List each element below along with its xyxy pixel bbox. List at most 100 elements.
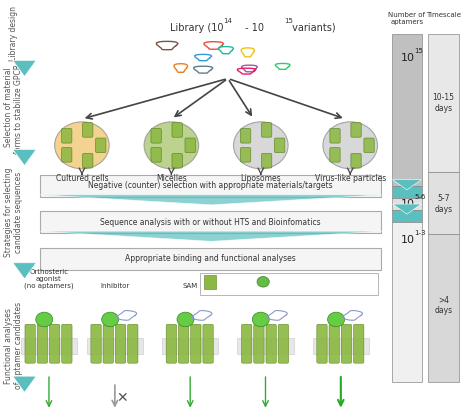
FancyBboxPatch shape — [151, 148, 161, 162]
Bar — [312, 338, 369, 354]
FancyBboxPatch shape — [330, 129, 340, 143]
FancyBboxPatch shape — [203, 324, 213, 363]
FancyBboxPatch shape — [166, 324, 176, 363]
Circle shape — [257, 277, 269, 287]
Circle shape — [55, 122, 109, 169]
FancyBboxPatch shape — [240, 129, 251, 143]
Polygon shape — [392, 204, 421, 214]
Text: 10: 10 — [401, 235, 415, 245]
Text: Selection of material
forms to stabilize GPCRs: Selection of material forms to stabilize… — [4, 60, 23, 154]
Bar — [162, 338, 219, 354]
FancyBboxPatch shape — [172, 154, 182, 168]
Circle shape — [36, 312, 53, 327]
Bar — [428, 172, 459, 234]
Text: 5-7
days: 5-7 days — [435, 194, 453, 214]
Polygon shape — [13, 60, 36, 77]
FancyBboxPatch shape — [172, 123, 182, 137]
Text: 10-15
days: 10-15 days — [433, 93, 455, 112]
FancyBboxPatch shape — [62, 129, 72, 143]
Circle shape — [323, 122, 377, 169]
FancyBboxPatch shape — [39, 211, 381, 233]
Text: Ligands: Ligands — [273, 279, 297, 284]
Text: Micelles: Micelles — [156, 173, 187, 183]
Text: SAM: SAM — [182, 283, 198, 289]
Text: Strategies for selecting
candidate sequences: Strategies for selecting candidate seque… — [4, 167, 23, 257]
FancyBboxPatch shape — [262, 123, 272, 137]
Text: 15: 15 — [284, 17, 293, 24]
Text: ≈✦ Aptamers: ≈✦ Aptamers — [312, 279, 356, 285]
FancyBboxPatch shape — [96, 138, 106, 153]
Bar — [392, 186, 422, 198]
Bar — [428, 234, 459, 382]
FancyBboxPatch shape — [62, 324, 72, 363]
Text: Negative (counter) selection with appropriate materials/targets: Negative (counter) selection with approp… — [88, 181, 332, 190]
FancyBboxPatch shape — [341, 324, 352, 363]
FancyBboxPatch shape — [91, 324, 101, 363]
FancyBboxPatch shape — [241, 324, 252, 363]
Polygon shape — [13, 376, 36, 392]
Text: Inhibitor: Inhibitor — [100, 283, 129, 289]
Text: variants): variants) — [289, 23, 336, 33]
Text: Library design: Library design — [9, 7, 18, 62]
FancyBboxPatch shape — [274, 138, 285, 153]
Bar — [392, 198, 422, 210]
Text: 5-6: 5-6 — [414, 194, 425, 200]
FancyBboxPatch shape — [191, 324, 201, 363]
FancyBboxPatch shape — [178, 324, 189, 363]
FancyBboxPatch shape — [354, 324, 364, 363]
FancyBboxPatch shape — [254, 324, 264, 363]
Polygon shape — [39, 231, 383, 241]
Text: Liposomes: Liposomes — [240, 173, 281, 183]
Polygon shape — [13, 149, 36, 166]
FancyBboxPatch shape — [317, 324, 327, 363]
FancyBboxPatch shape — [39, 175, 381, 197]
FancyBboxPatch shape — [25, 324, 36, 363]
FancyBboxPatch shape — [364, 138, 374, 153]
Polygon shape — [13, 263, 36, 279]
Polygon shape — [39, 195, 383, 205]
Text: Timescale: Timescale — [426, 12, 461, 18]
Circle shape — [177, 312, 194, 327]
FancyBboxPatch shape — [200, 273, 378, 295]
FancyBboxPatch shape — [329, 324, 339, 363]
Text: 15: 15 — [414, 48, 423, 54]
FancyBboxPatch shape — [82, 154, 93, 168]
FancyBboxPatch shape — [62, 148, 72, 162]
Polygon shape — [392, 180, 421, 190]
Text: Orthosteric
agonist
(no aptamers): Orthosteric agonist (no aptamers) — [24, 269, 74, 289]
Bar — [204, 275, 216, 289]
Text: 10: 10 — [401, 53, 415, 63]
Text: Virus-like particles: Virus-like particles — [315, 173, 386, 183]
Text: >4
days: >4 days — [435, 296, 453, 315]
Text: Sequence analysis with or without HTS and Bioinfomatics: Sequence analysis with or without HTS an… — [100, 218, 320, 227]
Text: - 10: - 10 — [242, 23, 264, 33]
Text: Functional analyses
of aptamer candidates: Functional analyses of aptamer candidate… — [4, 302, 23, 389]
Text: 14: 14 — [223, 17, 232, 24]
Bar — [87, 338, 143, 354]
FancyBboxPatch shape — [49, 324, 60, 363]
Bar — [21, 338, 77, 354]
Circle shape — [102, 312, 118, 327]
FancyBboxPatch shape — [82, 123, 93, 137]
Text: Cultured cells: Cultured cells — [55, 173, 108, 183]
Circle shape — [328, 312, 345, 327]
Bar — [428, 34, 459, 172]
Bar — [392, 222, 422, 382]
Circle shape — [234, 122, 288, 169]
FancyBboxPatch shape — [103, 324, 113, 363]
FancyBboxPatch shape — [240, 148, 251, 162]
Text: ✕: ✕ — [116, 391, 128, 406]
Text: GPCRs: GPCRs — [219, 279, 240, 284]
FancyBboxPatch shape — [128, 324, 138, 363]
Text: 1-3: 1-3 — [414, 230, 426, 236]
FancyBboxPatch shape — [39, 248, 381, 270]
FancyBboxPatch shape — [151, 129, 161, 143]
Text: PAM: PAM — [334, 283, 348, 289]
FancyBboxPatch shape — [330, 148, 340, 162]
Text: 10: 10 — [401, 199, 415, 209]
FancyBboxPatch shape — [262, 154, 272, 168]
Bar — [392, 34, 422, 186]
Bar — [392, 210, 422, 222]
FancyBboxPatch shape — [266, 324, 276, 363]
Circle shape — [252, 312, 269, 327]
